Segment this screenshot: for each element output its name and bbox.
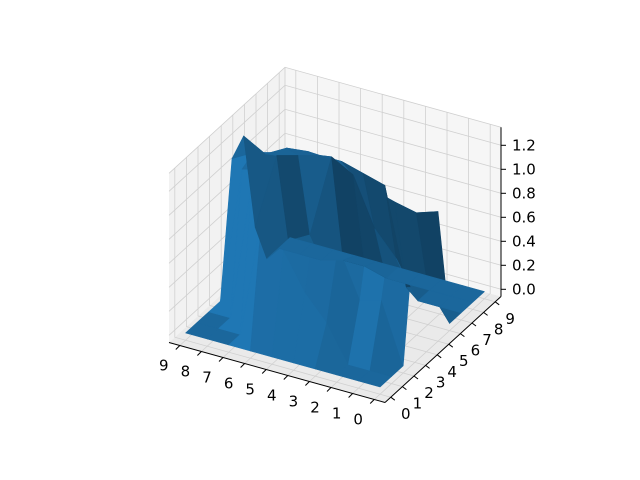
- x-tick-mark: [283, 375, 289, 380]
- y-tick-label: 6: [471, 342, 481, 360]
- x-tick-mark: [240, 363, 245, 368]
- y-tick-mark: [448, 343, 454, 348]
- y-axis-line: [384, 296, 502, 403]
- y-tick-mark: [494, 301, 500, 306]
- y-tick-mark: [402, 386, 407, 391]
- x-tick-mark: [261, 369, 267, 374]
- x-axis-line: [168, 342, 386, 403]
- y-tick-label: 4: [447, 363, 457, 381]
- x-tick-label: 2: [310, 399, 320, 417]
- y-tick-label: 3: [436, 373, 446, 391]
- axis-lines: [168, 127, 506, 404]
- y-tick-mark: [436, 354, 442, 359]
- y-tick-label: 7: [482, 331, 492, 349]
- y-tick-mark: [471, 322, 477, 327]
- x-tick-mark: [197, 351, 202, 356]
- y-tick-mark: [390, 396, 396, 401]
- x-tick-label: 0: [353, 411, 363, 429]
- y-tick-mark: [483, 311, 488, 316]
- x-tick-mark: [369, 399, 375, 404]
- y-tick-mark: [460, 333, 465, 338]
- z-tick-label: 0.6: [512, 208, 536, 226]
- x-tick-mark: [348, 393, 353, 398]
- x-tick-label: 3: [289, 393, 299, 411]
- x-tick-label: 4: [267, 387, 277, 405]
- surface-mesh: [185, 135, 485, 388]
- z-tick-label: 0.8: [512, 184, 536, 202]
- y-tick-label: 0: [401, 405, 411, 423]
- x-tick-mark: [326, 387, 332, 392]
- z-tick-label: 0.2: [512, 256, 536, 274]
- y-tick-label: 2: [424, 384, 434, 402]
- x-tick-label: 1: [332, 405, 342, 423]
- x-tick-label: 6: [224, 375, 234, 393]
- x-grid-line: [373, 124, 491, 400]
- y-tick-mark: [425, 364, 430, 369]
- y-tick-label: 9: [505, 310, 515, 328]
- y-tick-mark: [413, 375, 419, 380]
- y-grid-line: [174, 168, 391, 398]
- x-tick-mark: [218, 357, 224, 362]
- y-tick-label: 8: [494, 320, 504, 338]
- z-tick-label: 1.2: [512, 136, 536, 154]
- x-tick-label: 5: [245, 381, 255, 399]
- x-tick-label: 7: [202, 369, 212, 387]
- x-tick-mark: [175, 345, 181, 350]
- z-tick-label: 0.4: [512, 232, 536, 250]
- surface-facet: [450, 285, 485, 303]
- x-tick-mark: [305, 381, 310, 386]
- y-tick-label: 5: [459, 352, 469, 370]
- z-tick-label: 1.0: [512, 160, 536, 178]
- z-tick-label: 0.0: [512, 280, 536, 298]
- y-tick-label: 1: [413, 395, 423, 413]
- x-tick-label: 9: [159, 357, 169, 375]
- tick-labels: 012345678901234567890.00.20.40.60.81.01.…: [159, 136, 536, 428]
- x-tick-label: 8: [181, 363, 191, 381]
